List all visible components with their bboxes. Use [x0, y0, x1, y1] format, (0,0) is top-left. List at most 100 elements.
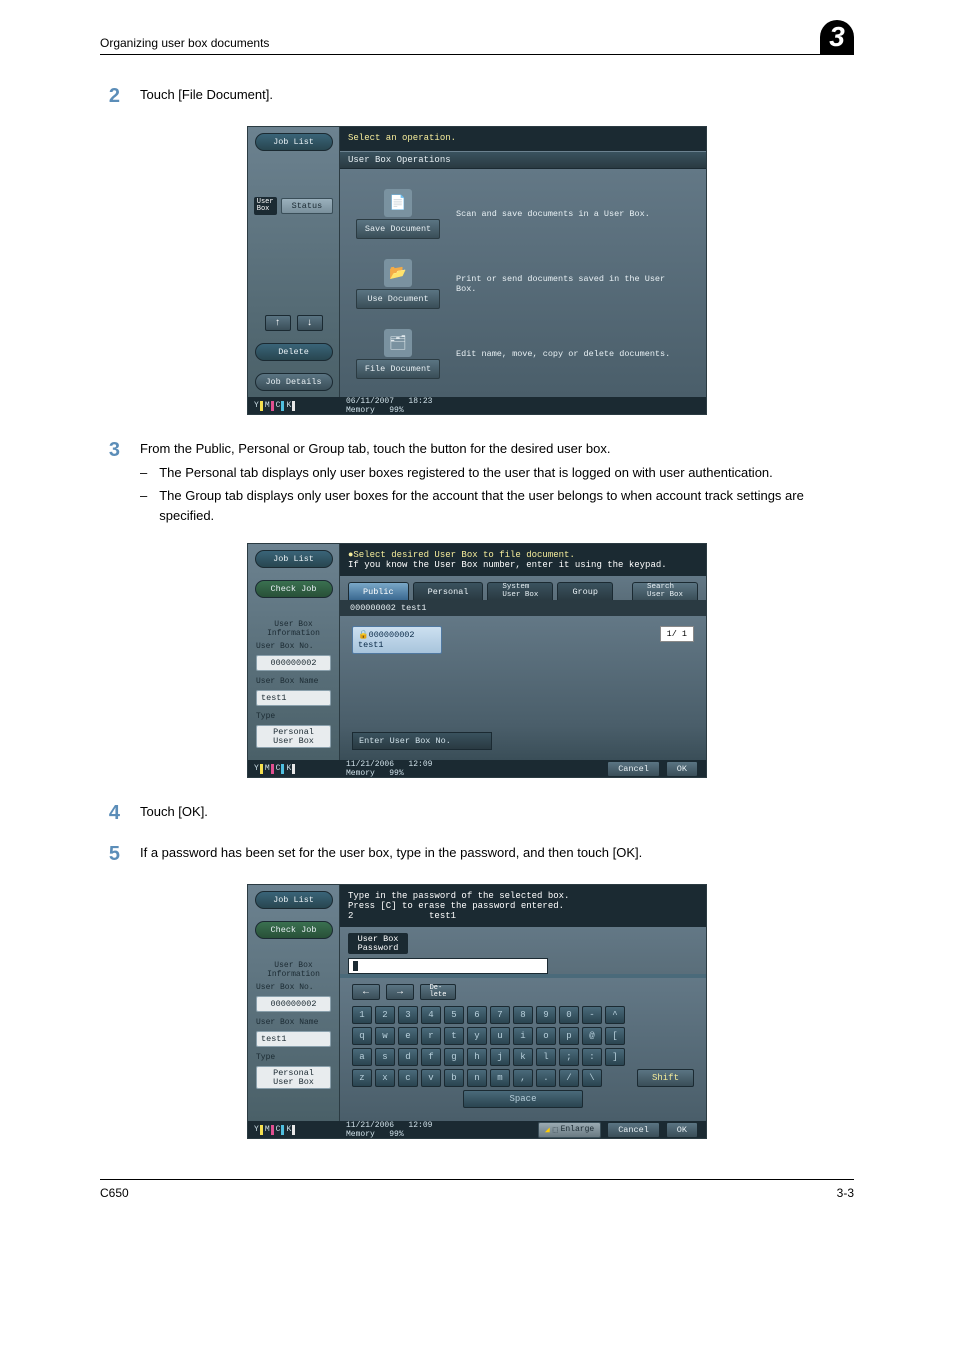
tab-group[interactable]: Group — [557, 582, 613, 600]
delete-button[interactable]: Delete — [255, 343, 333, 361]
key-v[interactable]: v — [421, 1069, 441, 1087]
key-i[interactable]: i — [513, 1027, 533, 1045]
userbox-name-label: User Box Name — [248, 1016, 339, 1029]
save-document-desc: Scan and save documents in a User Box. — [456, 209, 650, 219]
enlarge-button[interactable]: ◢⬚Enlarge — [538, 1122, 601, 1138]
userbox-name-value: test1 — [256, 690, 331, 706]
tab-system[interactable]: System User Box — [487, 582, 553, 600]
userbox-no-value: 000000002 — [256, 655, 331, 671]
key-a[interactable]: a — [352, 1048, 372, 1066]
check-job-button[interactable]: Check Job — [255, 921, 333, 939]
key-b[interactable]: b — [444, 1069, 464, 1087]
key-\[interactable]: \ — [582, 1069, 602, 1087]
toner-levels: Y M C K — [248, 401, 340, 411]
job-list-button[interactable]: Job List — [255, 550, 333, 568]
job-list-button[interactable]: Job List — [255, 133, 333, 151]
section-header: User Box Operations — [340, 151, 706, 169]
save-document-button[interactable]: Save Document — [356, 219, 440, 239]
screenshot-select-userbox: Job List Check Job User Box Information … — [247, 543, 707, 778]
scroll-up-button[interactable]: ↑ — [265, 315, 291, 331]
tab-search[interactable]: Search User Box — [632, 582, 698, 600]
key-,[interactable]: , — [513, 1069, 533, 1087]
status-datetime: 11/21/2006 12:09 Memory 99% — [340, 1121, 432, 1139]
key-6[interactable]: 6 — [467, 1006, 487, 1024]
job-list-button[interactable]: Job List — [255, 891, 333, 909]
userbox-info-label: User Box Information — [248, 618, 339, 640]
key-^[interactable]: ^ — [605, 1006, 625, 1024]
instruction-line1: ●Select desired User Box to file documen… — [348, 550, 575, 560]
enter-userbox-field[interactable]: Enter User Box No. — [352, 732, 492, 750]
key-u[interactable]: u — [490, 1027, 510, 1045]
key-][interactable]: ] — [605, 1048, 625, 1066]
key-4[interactable]: 4 — [421, 1006, 441, 1024]
key-d[interactable]: d — [398, 1048, 418, 1066]
key-0[interactable]: 0 — [559, 1006, 579, 1024]
key-shift[interactable]: Shift — [637, 1069, 694, 1087]
key-7[interactable]: 7 — [490, 1006, 510, 1024]
key-t[interactable]: t — [444, 1027, 464, 1045]
ok-button[interactable]: OK — [666, 761, 698, 777]
check-job-button[interactable]: Check Job — [255, 580, 333, 598]
lock-icon: 🔒 — [358, 630, 369, 640]
instruction-line2: Press [C] to erase the password entered. — [348, 901, 698, 911]
step-number-5: 5 — [100, 843, 120, 866]
key-.[interactable]: . — [536, 1069, 556, 1087]
step-2-text: Touch [File Document]. — [140, 85, 854, 108]
key-f[interactable]: f — [421, 1048, 441, 1066]
key-z[interactable]: z — [352, 1069, 372, 1087]
key-1[interactable]: 1 — [352, 1006, 372, 1024]
cancel-button[interactable]: Cancel — [607, 1122, 660, 1138]
key-x[interactable]: x — [375, 1069, 395, 1087]
tab-personal[interactable]: Personal — [413, 582, 484, 600]
key-2[interactable]: 2 — [375, 1006, 395, 1024]
key-3[interactable]: 3 — [398, 1006, 418, 1024]
key-/[interactable]: / — [559, 1069, 579, 1087]
toner-levels: Y M C K — [248, 764, 340, 774]
delete-char-button[interactable]: De- lete — [420, 984, 456, 1000]
key-y[interactable]: y — [467, 1027, 487, 1045]
key--[interactable]: - — [582, 1006, 602, 1024]
key-9[interactable]: 9 — [536, 1006, 556, 1024]
key-o[interactable]: o — [536, 1027, 556, 1045]
key-c[interactable]: c — [398, 1069, 418, 1087]
use-document-button[interactable]: Use Document — [356, 289, 440, 309]
key-q[interactable]: q — [352, 1027, 372, 1045]
key-p[interactable]: p — [559, 1027, 579, 1045]
key-;[interactable]: ; — [559, 1048, 579, 1066]
key-k[interactable]: k — [513, 1048, 533, 1066]
userbox-info-label: User Box Information — [248, 959, 339, 981]
key-m[interactable]: m — [490, 1069, 510, 1087]
key-:[interactable]: : — [582, 1048, 602, 1066]
key-n[interactable]: n — [467, 1069, 487, 1087]
cursor-right-button[interactable]: → — [386, 984, 414, 1000]
step-5-text: If a password has been set for the user … — [140, 843, 854, 866]
step-4-text: Touch [OK]. — [140, 802, 854, 825]
key-l[interactable]: l — [536, 1048, 556, 1066]
key-[[interactable]: [ — [605, 1027, 625, 1045]
key-@[interactable]: @ — [582, 1027, 602, 1045]
key-j[interactable]: j — [490, 1048, 510, 1066]
instruction-line2: If you know the User Box number, enter i… — [348, 560, 698, 570]
userbox-no-label: User Box No. — [248, 981, 339, 994]
scroll-down-button[interactable]: ↓ — [297, 315, 323, 331]
status-tab[interactable]: Status — [281, 198, 334, 214]
key-5[interactable]: 5 — [444, 1006, 464, 1024]
use-document-icon: 📂 — [384, 259, 412, 287]
ok-button[interactable]: OK — [666, 1122, 698, 1138]
key-w[interactable]: w — [375, 1027, 395, 1045]
userbox-no-label: User Box No. — [248, 640, 339, 653]
key-r[interactable]: r — [421, 1027, 441, 1045]
tab-public[interactable]: Public — [348, 582, 409, 600]
file-document-button[interactable]: File Document — [356, 359, 440, 379]
userbox-item[interactable]: 🔒000000002 test1 — [352, 626, 442, 654]
key-e[interactable]: e — [398, 1027, 418, 1045]
cursor-left-button[interactable]: ← — [352, 984, 380, 1000]
key-h[interactable]: h — [467, 1048, 487, 1066]
cancel-button[interactable]: Cancel — [607, 761, 660, 777]
key-space[interactable]: Space — [463, 1090, 583, 1108]
job-details-button[interactable]: Job Details — [255, 373, 333, 391]
key-g[interactable]: g — [444, 1048, 464, 1066]
key-s[interactable]: s — [375, 1048, 395, 1066]
key-8[interactable]: 8 — [513, 1006, 533, 1024]
password-input[interactable] — [348, 958, 548, 974]
